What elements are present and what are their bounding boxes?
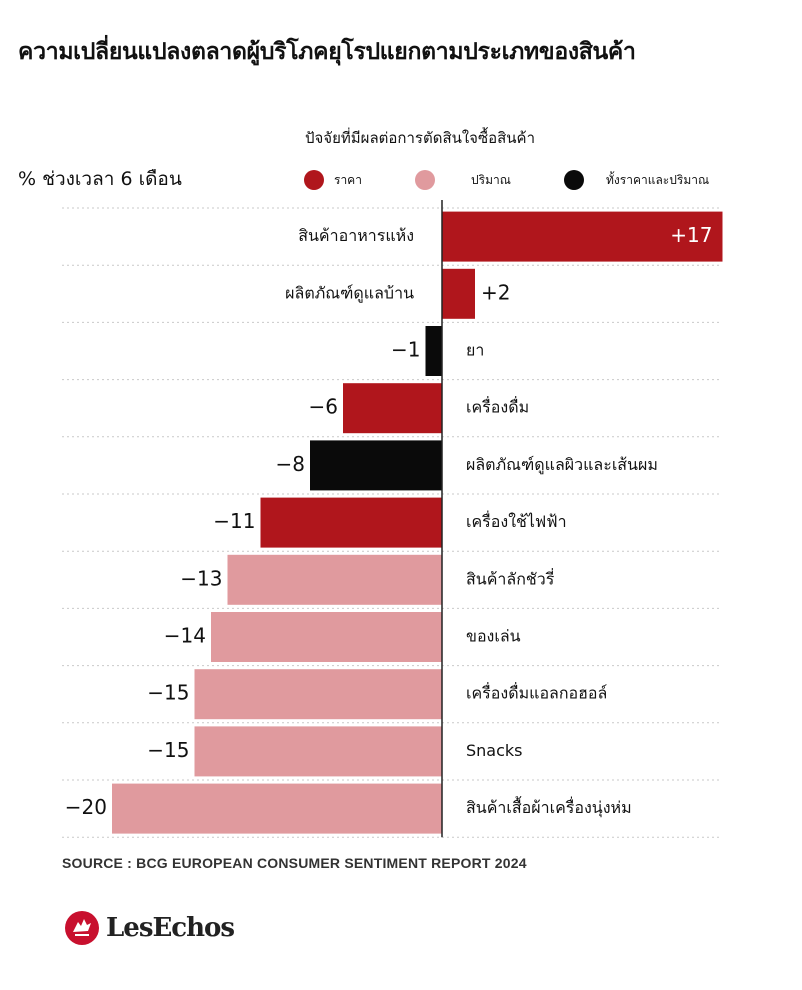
bar [260, 497, 442, 548]
legend-label-both: ทั้งราคาและปริมาณ [606, 172, 710, 187]
value-label: −15 [147, 738, 189, 762]
les-echos-rooster-icon [65, 911, 99, 945]
value-label: +17 [670, 223, 712, 247]
publisher-logo: LesEchos [64, 910, 235, 946]
category-label: เครื่องใช้ไฟฟ้า [466, 510, 567, 531]
legend-item-both: ทั้งราคาและปริมาณ [564, 170, 709, 190]
legend-label-price: ราคา [334, 172, 362, 187]
bar-chart: +17 สินค้าอาหารแห้ง +2 ผลิตภัณฑ์ดูแลบ้าน −1 ย… [62, 200, 723, 838]
chart-title: ความเปลี่ยนแปลงตลาดผู้บริโภคยุโรปแยกตามป… [18, 39, 636, 65]
category-label: ผลิตภัณฑ์ดูแลบ้าน [285, 283, 414, 303]
category-label: สินค้าอาหารแห้ง [298, 226, 414, 245]
source-note: SOURCE : BCG EUROPEAN CONSUMER SENTIMENT… [62, 855, 527, 871]
value-label: −15 [147, 681, 189, 705]
value-label: −20 [65, 795, 107, 819]
value-label: −14 [164, 624, 206, 648]
value-label: −13 [180, 566, 222, 590]
bar [425, 326, 442, 376]
bar [227, 554, 442, 605]
bar [211, 612, 442, 662]
legend-title: ปัจจัยที่มีผลต่อการตัดสินใจซื้อสินค้า [305, 129, 536, 147]
value-label: −8 [276, 452, 305, 476]
category-label: ผลิตภัณฑ์ดูแลผิวและเส้นผม [466, 455, 658, 475]
unit-label: % ช่วงเวลา 6 เดือน [18, 168, 182, 190]
bar [194, 726, 442, 777]
bar [310, 440, 442, 491]
legend-swatch-price [304, 170, 324, 190]
category-label: ของเล่น [466, 627, 521, 646]
legend-label-volume: ปริมาณ [471, 172, 511, 187]
category-label: ยา [466, 341, 484, 360]
bar [194, 669, 442, 720]
category-label: สินค้าลักชัวรี่ [466, 567, 555, 588]
logo-text: LesEchos [106, 913, 235, 943]
category-label: เครื่องดื่ม [466, 396, 529, 417]
legend-item-price: ราคา [304, 170, 362, 190]
category-label: Snacks [466, 741, 523, 760]
category-label: เครื่องดื่มแอลกอฮอล์ [466, 682, 607, 703]
legend-swatch-both [564, 170, 584, 190]
bar [442, 268, 475, 319]
category-label: สินค้าเสื้อผ้าเครื่องนุ่งห่ม [466, 796, 632, 818]
bar [343, 383, 442, 434]
value-label: −11 [213, 509, 255, 533]
legend-swatch-volume [415, 170, 435, 190]
value-label: −1 [391, 338, 420, 362]
bar [112, 783, 442, 834]
value-label: −6 [309, 395, 338, 419]
bar [442, 211, 723, 262]
value-label: +2 [481, 280, 510, 304]
legend-item-volume: ปริมาณ [415, 170, 511, 190]
